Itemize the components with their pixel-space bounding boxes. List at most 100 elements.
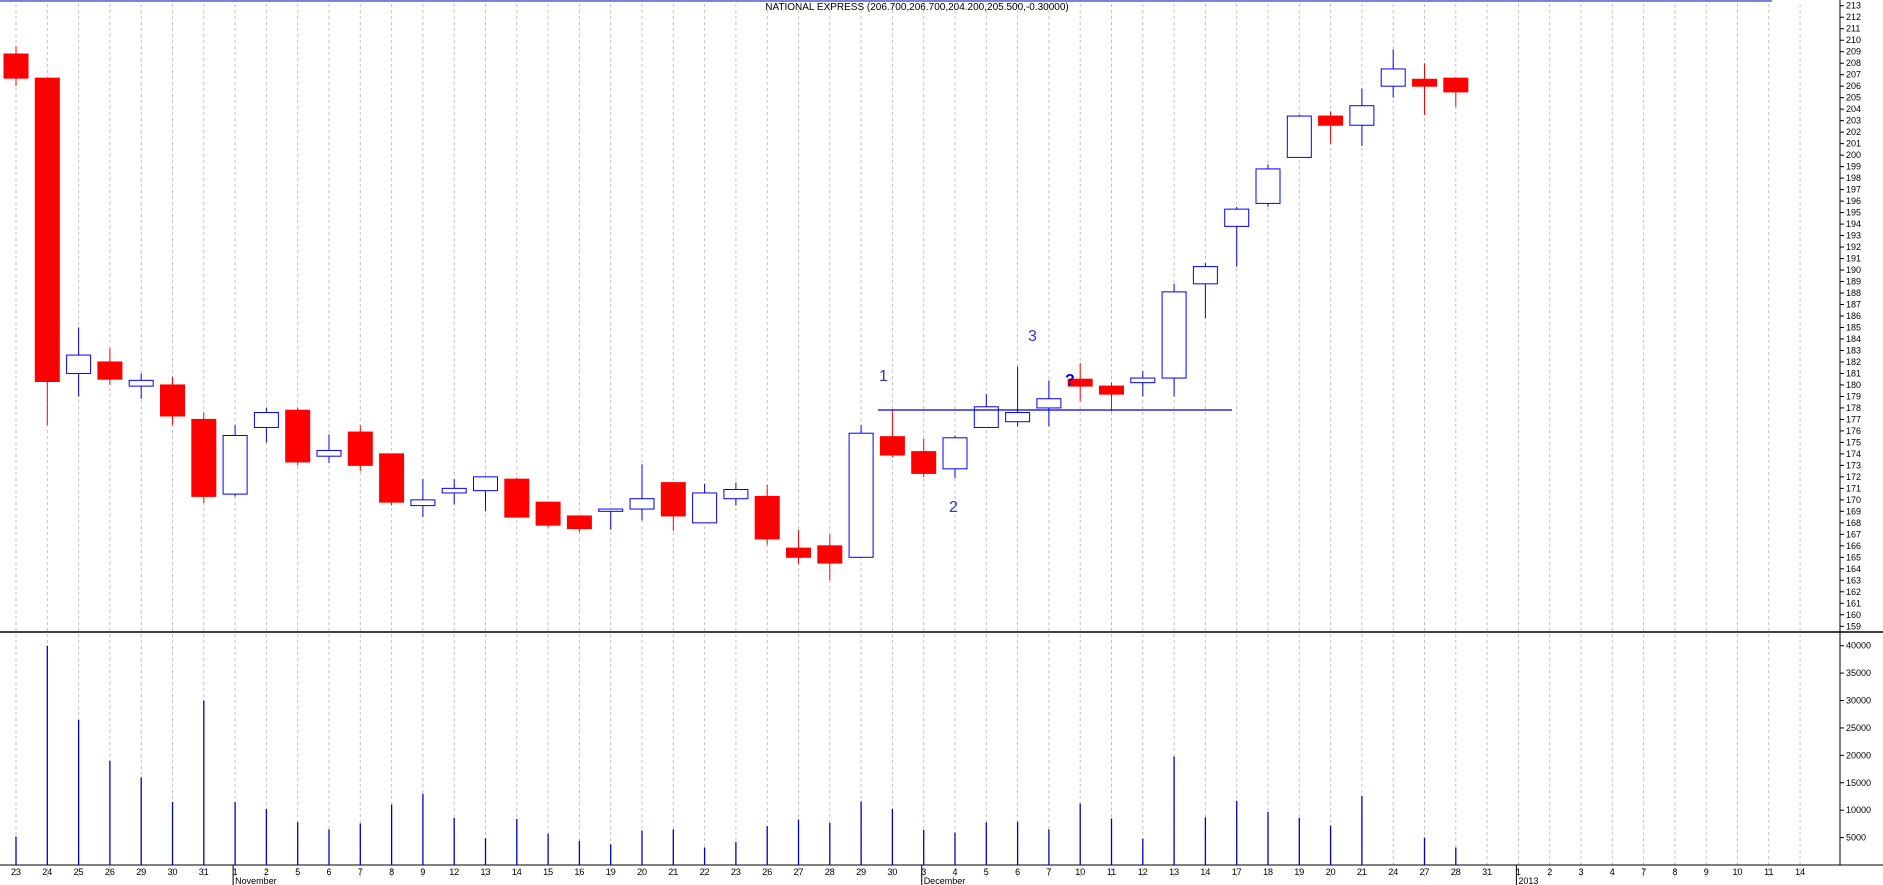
price-tick-label: 188 [1846,288,1861,298]
candle-body [222,435,248,495]
candle-body [1224,208,1250,227]
price-tick-label: 161 [1846,598,1861,608]
date-tick-label: 4 [1610,867,1615,877]
price-tick-label: 193 [1846,231,1861,241]
price-tick-label: 202 [1846,127,1861,137]
price-tick-label: 163 [1846,575,1861,585]
month-label: November [235,876,277,885]
candle-body [786,547,811,558]
candle-body [1255,168,1281,204]
price-tick-label: 205 [1846,93,1861,103]
date-tick-label: 30 [167,867,177,877]
date-tick-label: 6 [1015,867,1020,877]
candle-body [191,418,217,497]
price-tick-label: 187 [1846,300,1861,310]
date-tick-label: 15 [543,867,553,877]
candle [598,508,624,530]
price-tick-label: 194 [1846,219,1861,229]
candle [1255,164,1281,207]
date-tick-label: 24 [42,867,52,877]
date-tick-label: 4 [952,867,957,877]
candle-body [942,437,968,470]
candle-body [566,515,592,530]
date-tick-label: 19 [1294,867,1304,877]
candle [504,478,530,518]
candle-body [473,476,498,492]
candle-body [1192,266,1218,285]
price-tick-label: 164 [1846,564,1861,574]
price-axis: 1591601611621631641651661671681691701711… [1840,1,1861,631]
candle-body [34,77,60,382]
date-tick-label: 7 [1046,867,1051,877]
price-tick-label: 204 [1846,104,1861,114]
date-tick-label: 23 [731,867,741,877]
price-tick-label: 167 [1846,529,1861,539]
candle-body [973,406,999,428]
candle [1005,366,1031,427]
candle [848,425,874,558]
candle [629,464,655,521]
price-tick-label: 208 [1846,58,1861,68]
candle [817,534,843,581]
price-tick-label: 168 [1846,518,1861,528]
annotation-1: 1 [879,368,888,385]
date-tick-label: 24 [1388,867,1398,877]
date-tick-label: 5 [295,867,300,877]
candle [1130,371,1156,397]
candle [1036,380,1062,427]
candle [1224,206,1250,267]
annotation-3: 3 [1028,328,1037,345]
candle [97,348,123,385]
date-tick-label: 19 [606,867,616,877]
date-tick-label: 29 [136,867,146,877]
candle [1380,49,1406,98]
date-tick-label: 2 [1547,867,1552,877]
candle [1099,382,1124,412]
date-tick-label: 14 [1795,867,1805,877]
date-tick-label: 22 [700,867,710,877]
price-tick-label: 209 [1846,47,1861,57]
candle-body [1380,68,1406,87]
price-tick-label: 173 [1846,460,1861,470]
date-tick-label: 10 [1075,867,1085,877]
volume-tick-label: 20000 [1846,750,1871,760]
candle-body [817,545,843,564]
price-tick-label: 180 [1846,380,1861,390]
candle [316,434,342,464]
price-tick-label: 183 [1846,345,1861,355]
price-tick-label: 171 [1846,483,1861,493]
price-tick-label: 162 [1846,587,1861,597]
candle [34,77,60,426]
volume-tick-label: 10000 [1846,805,1871,815]
price-tick-label: 184 [1846,334,1861,344]
candle [66,327,92,397]
price-tick-label: 207 [1846,70,1861,80]
candle-body [1412,78,1437,87]
candle-body [1443,77,1469,93]
price-tick-label: 170 [1846,495,1861,505]
candle [535,501,561,528]
price-tick-label: 210 [1846,35,1861,45]
annotations: 1 2 3 ? [878,328,1232,516]
date-tick-label: 5 [984,867,989,877]
date-tick-label: 20 [637,867,647,877]
candle-body [410,499,436,507]
price-tick-label: 159 [1846,621,1861,631]
date-tick-label: 11 [1107,867,1116,877]
date-tick-label: 30 [887,867,897,877]
candle-body [97,361,123,380]
price-tick-label: 196 [1846,196,1861,206]
month-label: December [924,876,966,885]
candle-body [1005,412,1031,423]
date-tick-label: 8 [1672,867,1677,877]
price-tick-label: 181 [1846,368,1861,378]
date-tick-label: 27 [793,867,803,877]
candle-body [128,379,154,387]
month-label: 2013 [1518,876,1538,885]
grid [15,4,1801,878]
date-tick-label: 31 [1482,867,1492,877]
price-tick-label: 178 [1846,403,1861,413]
date-tick-label: 2 [264,867,269,877]
price-tick-label: 169 [1846,506,1861,516]
date-tick-label: 26 [762,867,772,877]
